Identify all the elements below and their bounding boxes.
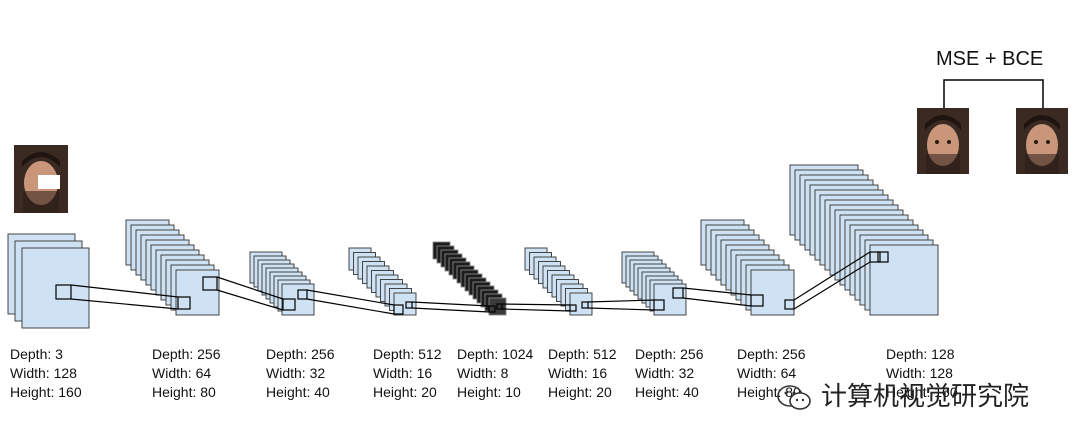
feature-map-stack-5 bbox=[524, 247, 593, 316]
target-box bbox=[282, 298, 296, 311]
target-box bbox=[569, 304, 577, 312]
layer-width: Width: 8 bbox=[457, 365, 509, 381]
kernel-box bbox=[581, 301, 589, 309]
kernel-box bbox=[202, 276, 218, 291]
layer-depth: Depth: 256 bbox=[152, 346, 221, 362]
connection-line bbox=[793, 251, 871, 301]
feature-map-stack-0 bbox=[7, 233, 90, 329]
layer-height: Height: 20 bbox=[548, 384, 612, 400]
layer-label-6: Depth: 256 Width: 32 Height: 40 bbox=[635, 345, 704, 402]
layer-width: Width: 128 bbox=[10, 365, 77, 381]
wechat-icon bbox=[777, 384, 811, 410]
kernel-box bbox=[405, 301, 413, 309]
reconstructed-face-image bbox=[917, 108, 969, 174]
connection-line bbox=[411, 301, 490, 307]
mask-patch bbox=[38, 175, 60, 189]
feature-map-stack-4 bbox=[432, 241, 507, 316]
layer-width: Width: 16 bbox=[373, 365, 433, 381]
layer-width: Width: 64 bbox=[152, 365, 212, 381]
connection-line bbox=[306, 289, 395, 306]
layer-width: Width: 32 bbox=[635, 365, 695, 381]
layer-depth: Depth: 3 bbox=[10, 346, 63, 362]
feature-map-stack-2 bbox=[249, 251, 315, 316]
layer-label-8: Depth: 128 Width: 128 Height: 160 bbox=[886, 345, 958, 402]
feature-map bbox=[869, 244, 939, 316]
layer-height: Height: 40 bbox=[266, 384, 330, 400]
layer-width: Width: 32 bbox=[266, 365, 326, 381]
kernel-box bbox=[297, 289, 308, 300]
layer-height: Height: 160 bbox=[886, 384, 958, 400]
connection-line bbox=[411, 307, 490, 313]
layer-height: Height: 20 bbox=[373, 384, 437, 400]
feature-map-stack-3 bbox=[348, 247, 417, 316]
layer-height: Height: 80 bbox=[737, 384, 801, 400]
layer-label-0: Depth: 3 Width: 128 Height: 160 bbox=[10, 345, 82, 402]
kernel-box bbox=[784, 299, 795, 310]
target-box bbox=[750, 294, 764, 307]
feature-map bbox=[569, 292, 593, 316]
layer-width: Width: 16 bbox=[548, 365, 608, 381]
connection-line bbox=[682, 287, 752, 296]
feature-map bbox=[750, 269, 795, 316]
layer-label-4: Depth: 1024 Width: 8 Height: 10 bbox=[457, 345, 533, 402]
layer-height: Height: 80 bbox=[152, 384, 216, 400]
loss-label: MSE + BCE bbox=[936, 48, 1044, 70]
target-box bbox=[869, 251, 881, 263]
layer-label-2: Depth: 256 Width: 32 Height: 40 bbox=[266, 345, 335, 402]
connection-line bbox=[587, 307, 655, 311]
layer-depth: Depth: 256 bbox=[737, 346, 806, 362]
connection-line bbox=[501, 308, 571, 312]
kernel-box bbox=[55, 284, 72, 300]
target-face-image bbox=[1016, 108, 1068, 174]
target-box bbox=[653, 299, 665, 311]
connection-line bbox=[70, 284, 179, 298]
layer-depth: Depth: 256 bbox=[635, 346, 704, 362]
feature-map-stack-8 bbox=[789, 164, 939, 316]
layer-depth: Depth: 256 bbox=[266, 346, 335, 362]
loss-bracket bbox=[943, 79, 1044, 108]
layer-height: Height: 160 bbox=[10, 384, 82, 400]
target-box bbox=[177, 296, 191, 310]
layer-height: Height: 40 bbox=[635, 384, 699, 400]
layer-label-5: Depth: 512 Width: 16 Height: 20 bbox=[548, 345, 617, 402]
kernel-box bbox=[672, 287, 684, 299]
layer-depth: Depth: 1024 bbox=[457, 346, 534, 362]
watermark: 计算机视觉研究院 bbox=[775, 376, 1029, 413]
target-box bbox=[393, 304, 404, 315]
layer-depth: Depth: 512 bbox=[373, 346, 442, 362]
connection-line bbox=[216, 289, 284, 311]
layer-depth: Depth: 128 bbox=[886, 346, 955, 362]
connection-line bbox=[306, 298, 395, 315]
layer-height: Height: 10 bbox=[457, 384, 521, 400]
connection-line bbox=[793, 261, 871, 310]
layer-label-7: Depth: 256 Width: 64 Height: 80 bbox=[737, 345, 806, 402]
layer-depth: Depth: 512 bbox=[548, 346, 617, 362]
connection-line bbox=[682, 297, 752, 307]
layer-width: Width: 64 bbox=[737, 365, 797, 381]
connection-line bbox=[216, 276, 284, 300]
feature-map-stack-7 bbox=[700, 219, 795, 316]
kernel-box bbox=[877, 251, 889, 263]
layer-width: Width: 128 bbox=[886, 365, 953, 381]
kernel-box bbox=[496, 303, 503, 310]
layer-label-3: Depth: 512 Width: 16 Height: 20 bbox=[373, 345, 442, 402]
input-face-image bbox=[14, 145, 68, 213]
watermark-text: 计算机视觉研究院 bbox=[821, 382, 1030, 412]
connection-line bbox=[587, 299, 655, 303]
feature-map bbox=[393, 292, 417, 316]
connection-line bbox=[70, 298, 179, 310]
feature-map-stack-1 bbox=[125, 219, 220, 316]
layer-label-1: Depth: 256 Width: 64 Height: 80 bbox=[152, 345, 221, 402]
connection-line bbox=[501, 303, 571, 306]
target-box bbox=[488, 305, 496, 313]
